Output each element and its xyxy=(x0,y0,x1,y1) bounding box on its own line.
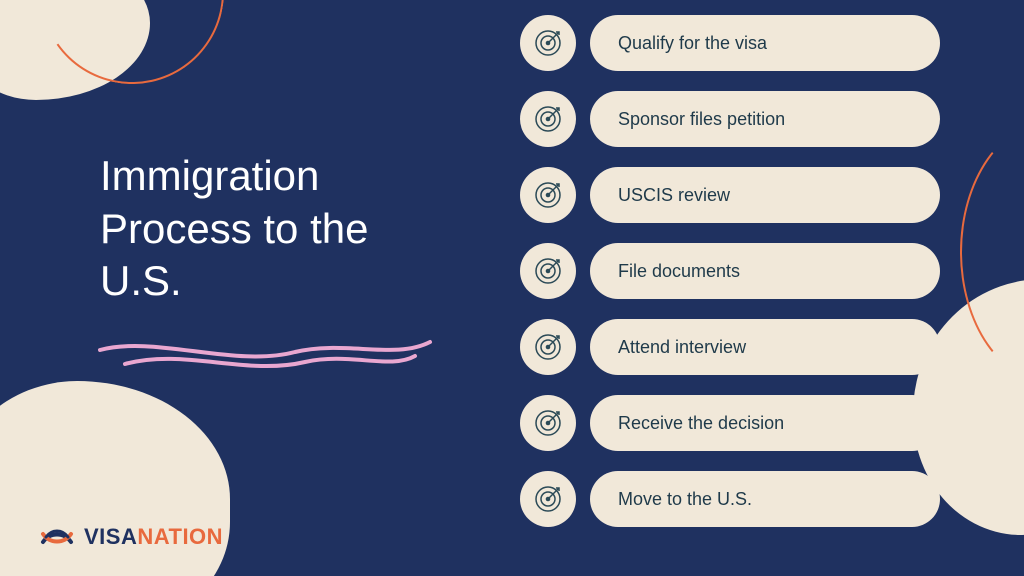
step-badge xyxy=(520,15,576,71)
logo-text-part2: NATION xyxy=(137,524,223,549)
step-badge xyxy=(520,395,576,451)
logo-text-part1: VISA xyxy=(84,524,137,549)
step-pill: Attend interview xyxy=(590,319,940,375)
underline-scribble-icon xyxy=(95,330,435,380)
brand-logo: VISANATION xyxy=(40,520,223,554)
step-item: Receive the decision xyxy=(520,394,940,452)
target-icon xyxy=(533,28,563,58)
step-label: Qualify for the visa xyxy=(618,33,767,54)
target-icon xyxy=(533,332,563,362)
step-pill: Receive the decision xyxy=(590,395,940,451)
logo-mark-icon xyxy=(40,520,74,554)
step-label: Attend interview xyxy=(618,337,746,358)
step-pill: Qualify for the visa xyxy=(590,15,940,71)
step-label: Receive the decision xyxy=(618,413,784,434)
step-label: File documents xyxy=(618,261,740,282)
step-item: File documents xyxy=(520,242,940,300)
target-icon xyxy=(533,256,563,286)
step-badge xyxy=(520,243,576,299)
step-item: Attend interview xyxy=(520,318,940,376)
step-label: USCIS review xyxy=(618,185,730,206)
step-badge xyxy=(520,91,576,147)
page-title: Immigration Process to the U.S. xyxy=(100,150,460,308)
step-badge xyxy=(520,167,576,223)
step-badge xyxy=(520,471,576,527)
logo-text: VISANATION xyxy=(84,524,223,550)
target-icon xyxy=(533,484,563,514)
target-icon xyxy=(533,408,563,438)
step-label: Sponsor files petition xyxy=(618,109,785,130)
infographic-canvas: Immigration Process to the U.S. Qualify … xyxy=(0,0,1024,576)
step-item: USCIS review xyxy=(520,166,940,224)
target-icon xyxy=(533,104,563,134)
step-pill: Move to the U.S. xyxy=(590,471,940,527)
step-label: Move to the U.S. xyxy=(618,489,752,510)
step-pill: USCIS review xyxy=(590,167,940,223)
step-pill: Sponsor files petition xyxy=(590,91,940,147)
steps-list: Qualify for the visa Sponsor files petit… xyxy=(520,14,940,528)
step-badge xyxy=(520,319,576,375)
step-item: Sponsor files petition xyxy=(520,90,940,148)
target-icon xyxy=(533,180,563,210)
step-item: Move to the U.S. xyxy=(520,470,940,528)
step-item: Qualify for the visa xyxy=(520,14,940,72)
step-pill: File documents xyxy=(590,243,940,299)
